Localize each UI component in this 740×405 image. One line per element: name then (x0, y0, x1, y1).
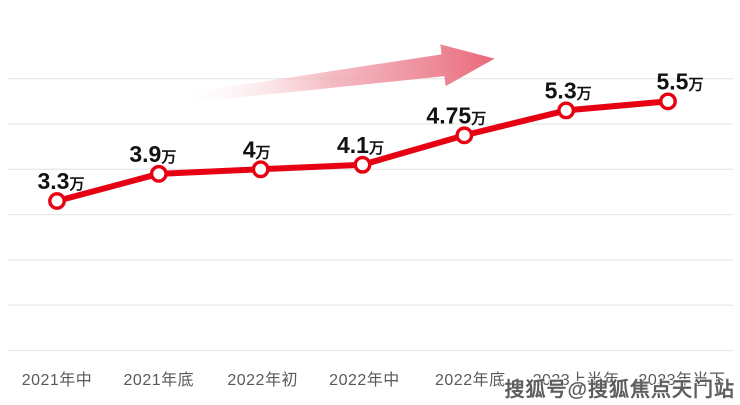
data-point-marker (48, 192, 66, 210)
data-point-marker (455, 126, 474, 145)
trend-arrow-icon (194, 44, 495, 102)
data-point-marker (353, 155, 372, 174)
data-point-label: 5.5万 (656, 68, 703, 94)
data-point-label: 3.9万 (129, 141, 176, 167)
trend-arrow-group (194, 44, 495, 102)
watermark: 搜狐号@搜狐焦点天门站 (504, 379, 735, 401)
data-point-marker (149, 164, 168, 183)
data-point-marker (251, 160, 270, 179)
data-point-marker (659, 92, 677, 111)
data-point-label: 4.1万 (337, 132, 384, 158)
data-point-label: 5.3万 (545, 77, 592, 103)
data-point-marker (557, 101, 576, 120)
data-point-label: 3.3万 (38, 168, 85, 194)
data-point-label: 4万 (243, 136, 271, 162)
data-point-label: 4.75万 (426, 102, 486, 128)
